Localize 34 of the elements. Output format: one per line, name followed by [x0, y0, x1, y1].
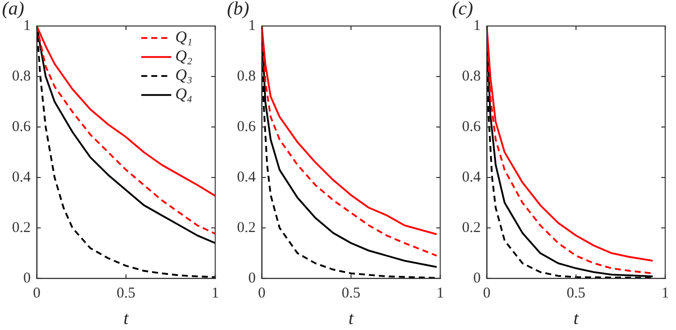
y-tick-label: 0 [248, 270, 256, 286]
y-tick-label: 0.8 [462, 68, 481, 84]
x-tick-label: 0.5 [116, 285, 136, 302]
y-tick-label: 0.6 [462, 118, 482, 135]
y-tick-label: 0.6 [237, 118, 256, 135]
y-tick-label: 0.2 [237, 220, 256, 236]
legend-label: Q₁ [175, 29, 192, 46]
x-tick-label: 1 [436, 285, 444, 302]
legend-label: Q₃ [175, 67, 192, 84]
y-tick-label: 0 [473, 270, 481, 286]
chart-title: (c) [452, 0, 474, 20]
x-tick-label: 1 [212, 285, 219, 302]
x-tick-label: 0.5 [566, 285, 586, 302]
y-tick-label: 0.6 [12, 118, 32, 135]
y-tick-label: 0.4 [12, 169, 32, 186]
y-tick-label: 0.8 [237, 68, 256, 84]
legend-label: Q₂ [175, 48, 193, 66]
x-axis-title: t [573, 308, 580, 328]
y-tick-label: 1 [248, 18, 256, 34]
x-axis-title: t [348, 308, 354, 328]
chart-title: (b) [227, 0, 250, 20]
y-tick-label: 0.4 [237, 169, 256, 186]
y-tick-label: 0 [23, 270, 31, 286]
y-tick-label: 1 [473, 18, 481, 34]
y-tick-label: 1 [23, 18, 31, 34]
y-tick-label: 0.2 [462, 220, 481, 236]
chart-title: (a) [2, 0, 24, 20]
y-tick-label: 0.4 [462, 169, 482, 186]
legend-label: Q₄ [175, 86, 192, 104]
x-tick-label: 0.5 [342, 285, 360, 302]
x-tick-label: 1 [662, 285, 669, 302]
x-axis-title: t [123, 308, 130, 328]
y-tick-label: 0.8 [12, 68, 31, 84]
y-tick-label: 0.2 [12, 220, 31, 236]
